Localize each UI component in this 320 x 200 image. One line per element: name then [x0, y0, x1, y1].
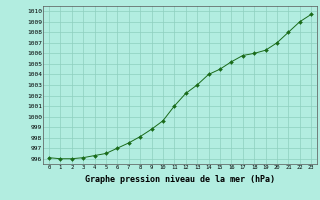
X-axis label: Graphe pression niveau de la mer (hPa): Graphe pression niveau de la mer (hPa)	[85, 175, 275, 184]
